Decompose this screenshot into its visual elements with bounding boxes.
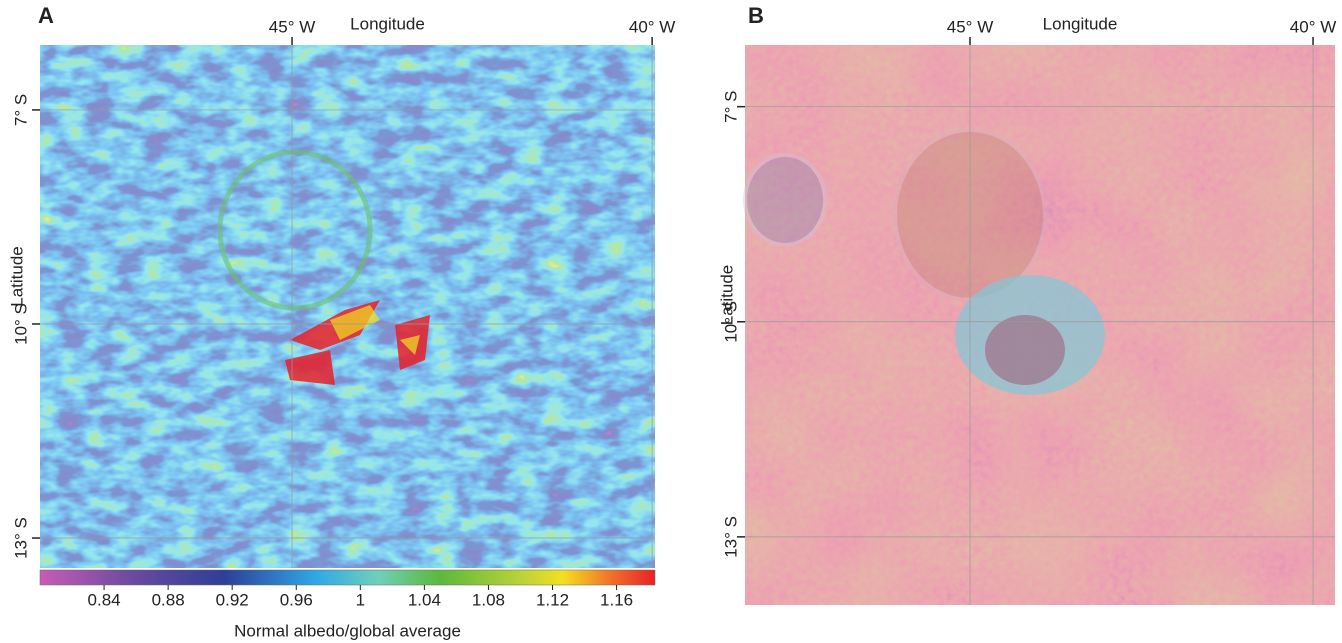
crater [743, 153, 827, 247]
colorbar-tick-label: 0.96 [280, 590, 313, 609]
y-tick-label: 13° S [721, 516, 740, 558]
y-tick-label: 13° S [11, 517, 30, 559]
x-tick-label: 40° W [629, 17, 675, 36]
x-axis-label: Longitude [1043, 14, 1118, 33]
y-axis-label: Latitude [717, 265, 736, 326]
x-tick-label: 45° W [947, 17, 993, 36]
x-tick-label: 40° W [1290, 17, 1336, 36]
colorbar-label: Normal albedo/global average [234, 621, 461, 640]
crater-rim [217, 149, 373, 311]
x-tick-label: 45° W [269, 17, 315, 36]
bright-ejecta [330, 305, 420, 355]
colorbar-tick-label: 1.16 [600, 590, 633, 609]
colorbar-tick-label: 0.92 [216, 590, 249, 609]
map-b [743, 45, 1335, 605]
panel-label: B [748, 3, 764, 28]
albedo-map [40, 45, 655, 568]
panel-label: A [38, 3, 54, 28]
colorbar-tick-label: 1 [356, 590, 365, 609]
y-tick-label: 7° S [721, 91, 740, 123]
bright-ejecta [285, 300, 430, 385]
colorbar-tick-label: 0.84 [88, 590, 121, 609]
colorbar-tick-label: 1.08 [472, 590, 505, 609]
crater-floor [985, 315, 1065, 385]
y-tick-label: 7° S [11, 94, 30, 126]
y-tick-label: 10° S [721, 301, 740, 343]
colorbar [39, 569, 656, 586]
x-axis-label: Longitude [350, 14, 425, 33]
y-axis-label: Latitude [7, 246, 26, 307]
map-a [40, 45, 655, 568]
colorbar-tick-label: 1.04 [408, 590, 441, 609]
colorbar-tick-label: 1.12 [536, 590, 569, 609]
colorbar-tick-label: 0.88 [152, 590, 185, 609]
y-tick-label: 10° S [11, 303, 30, 345]
